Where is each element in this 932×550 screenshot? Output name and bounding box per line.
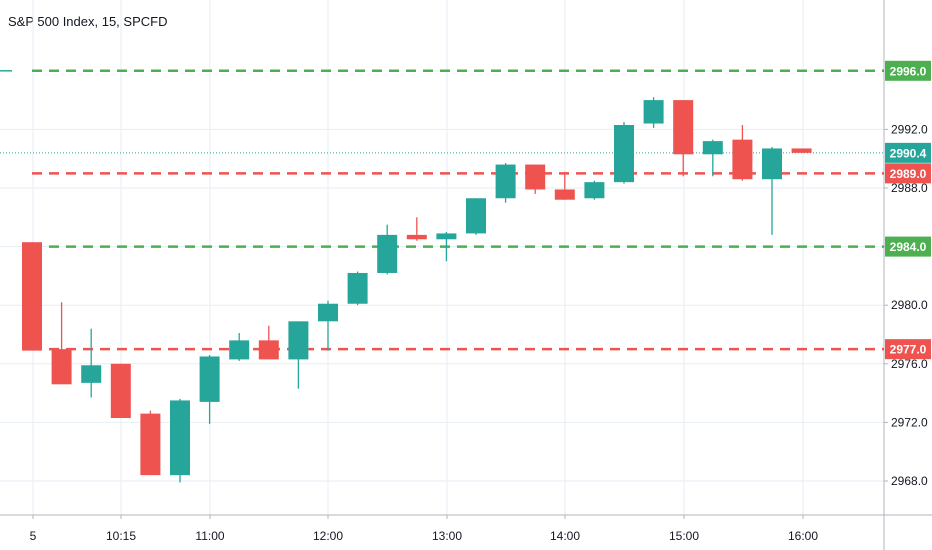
candle-up[interactable]	[643, 100, 664, 124]
candle-up[interactable]	[702, 141, 723, 155]
candle-up[interactable]	[614, 125, 634, 183]
y-tick-label: 2976.0	[891, 357, 928, 371]
candle-up[interactable]	[495, 164, 516, 199]
y-tick-label: 2992.0	[891, 122, 928, 136]
candle-up[interactable]	[170, 400, 190, 476]
candle-down[interactable]	[732, 139, 753, 180]
x-tick-label: 10:15	[106, 529, 136, 543]
candle-down[interactable]	[673, 100, 694, 155]
level-price-label: 2984.0	[890, 240, 927, 254]
candle-down[interactable]	[22, 242, 42, 351]
candle-up[interactable]	[199, 356, 220, 402]
level-price-tag	[885, 60, 931, 81]
level-price-label: 2996.0	[890, 64, 927, 78]
x-tick-label: 11:00	[195, 529, 224, 543]
level-price-tag	[885, 236, 931, 257]
candle-down[interactable]	[791, 148, 812, 153]
candle-up[interactable]	[347, 272, 368, 304]
candle-up[interactable]	[229, 340, 250, 360]
last-price-label: 2990.4	[890, 146, 927, 160]
x-tick-label: 12:00	[313, 529, 343, 543]
candle-up[interactable]	[436, 233, 457, 240]
candle-up[interactable]	[584, 182, 605, 199]
candle-down[interactable]	[525, 164, 546, 190]
candle-down[interactable]	[140, 413, 161, 476]
last-price-tag	[885, 142, 931, 163]
y-tick-label: 2968.0	[891, 474, 928, 488]
y-tick-label: 2980.0	[891, 298, 928, 312]
candle-down[interactable]	[258, 340, 279, 360]
x-tick-label: 15:00	[669, 529, 699, 543]
candle-up[interactable]	[762, 148, 782, 180]
candle-down[interactable]	[51, 349, 72, 385]
candle-down[interactable]	[554, 189, 575, 200]
candle-up[interactable]	[81, 365, 102, 383]
chart-title: S&P 500 Index, 15, SPCFD	[8, 14, 168, 29]
x-tick-label: 5	[30, 529, 37, 543]
candle-down[interactable]	[406, 234, 427, 240]
candle-up[interactable]	[318, 303, 338, 322]
y-tick-label: 2988.0	[891, 181, 928, 195]
level-price-label: 2977.0	[890, 343, 927, 357]
candle-down[interactable]	[110, 363, 131, 419]
candle-up[interactable]	[377, 234, 398, 273]
x-tick-label: 16:00	[788, 529, 818, 543]
y-tick-label: 2972.0	[891, 415, 928, 429]
x-tick-label: 13:00	[432, 529, 462, 543]
candle-up[interactable]	[466, 198, 486, 234]
candle-up[interactable]	[288, 321, 309, 360]
x-tick-label: 14:00	[550, 529, 580, 543]
level-price-label: 2989.0	[890, 167, 927, 181]
level-price-tag	[885, 163, 931, 184]
level-price-tag	[885, 339, 931, 360]
